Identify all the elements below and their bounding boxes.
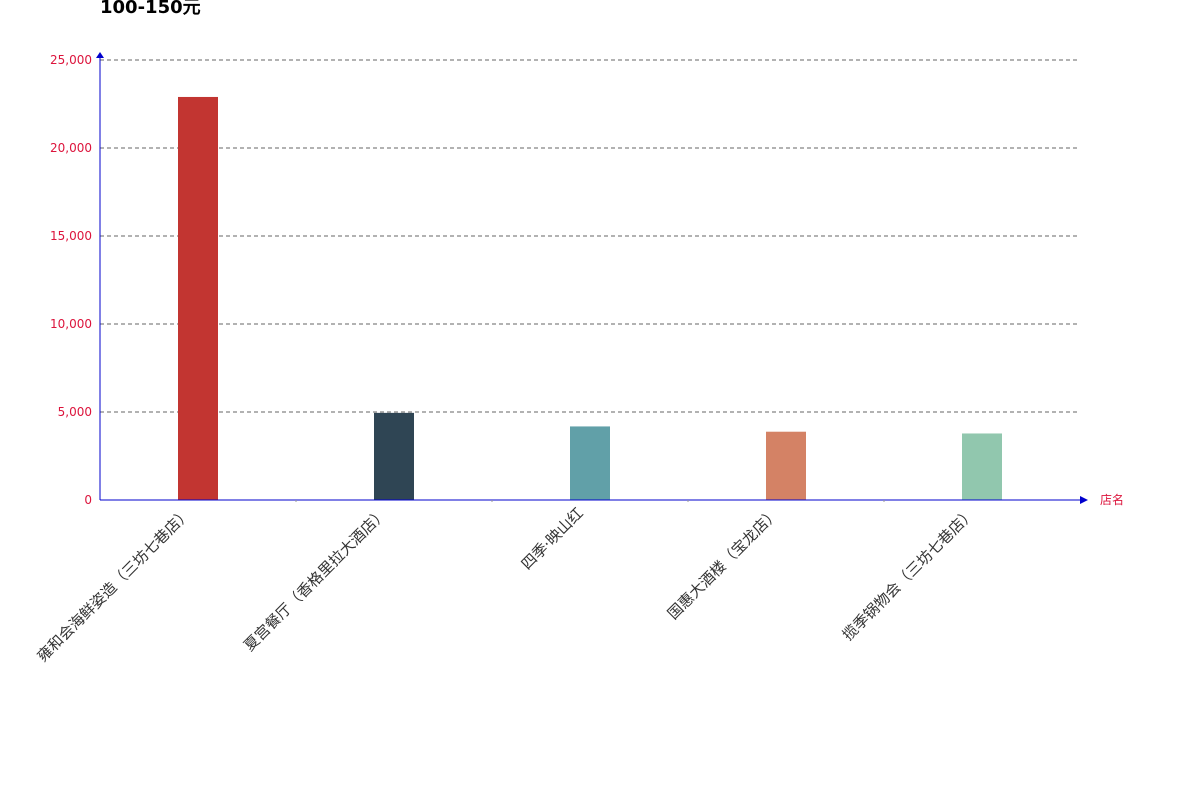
y-tick-label: 25,000 bbox=[50, 53, 92, 67]
x-tick-label: 雍和会海鲜姿造（三坊七巷店） bbox=[34, 504, 195, 665]
bar[interactable] bbox=[766, 431, 806, 500]
y-tick-label: 0 bbox=[84, 493, 92, 507]
y-tick-label: 5,000 bbox=[58, 405, 92, 419]
chart-title: 100-150元 bbox=[100, 0, 201, 18]
y-tick-labels: 0 5,000 10,000 15,000 20,000 25,000 bbox=[50, 53, 92, 507]
y-tick-label: 20,000 bbox=[50, 141, 92, 155]
bars bbox=[178, 96, 1002, 501]
y-tick-label: 15,000 bbox=[50, 229, 92, 243]
x-tick-label: 夏宫餐厅（香格里拉大酒店） bbox=[240, 504, 391, 655]
bar[interactable] bbox=[570, 426, 610, 500]
axes: 店名 bbox=[96, 52, 1124, 507]
x-tick-labels: 雍和会海鲜姿造（三坊七巷店） 夏宫餐厅（香格里拉大酒店） 四季·映山红 国惠大酒楼（宝… bbox=[34, 500, 979, 665]
x-tick-label: 揽季锅物会（三坊七巷店） bbox=[839, 504, 979, 644]
y-tick-label: 10,000 bbox=[50, 317, 92, 331]
x-axis-label: 店名 bbox=[1100, 492, 1124, 507]
bar[interactable] bbox=[962, 433, 1002, 500]
bar[interactable] bbox=[374, 412, 414, 500]
x-tick-label: 四季·映山红 bbox=[518, 504, 587, 573]
grid-lines bbox=[100, 59, 1080, 413]
y-axis-arrow-icon bbox=[96, 52, 104, 58]
bar[interactable] bbox=[178, 96, 218, 501]
x-tick-label: 国惠大酒楼（宝龙店） bbox=[664, 504, 783, 623]
x-axis-arrow-icon bbox=[1080, 496, 1088, 504]
